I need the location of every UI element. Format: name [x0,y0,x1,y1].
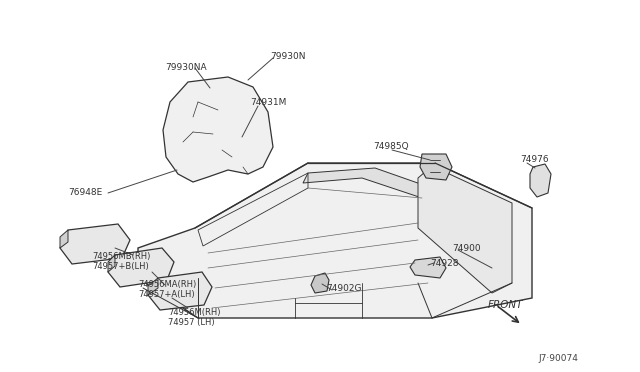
Text: 74928: 74928 [430,259,458,268]
Text: 74985Q: 74985Q [373,142,408,151]
Text: 74976: 74976 [520,155,548,164]
Polygon shape [148,278,158,295]
Text: 74900: 74900 [452,244,481,253]
Polygon shape [420,154,452,180]
Text: 74956M(RH)
74957 (LH): 74956M(RH) 74957 (LH) [168,308,221,327]
Polygon shape [311,273,329,293]
Polygon shape [303,168,432,198]
Polygon shape [148,272,212,310]
Polygon shape [138,163,532,318]
Polygon shape [60,230,68,248]
Polygon shape [163,77,273,182]
Text: FRONT: FRONT [488,300,524,310]
Polygon shape [108,255,115,272]
Text: 74956MA(RH)
74957+A(LH): 74956MA(RH) 74957+A(LH) [138,280,196,299]
Text: 76948E: 76948E [68,188,102,197]
Text: 74956MB(RH)
74957+B(LH): 74956MB(RH) 74957+B(LH) [92,252,150,272]
Polygon shape [410,257,446,278]
Polygon shape [60,224,130,264]
Text: 79930N: 79930N [270,52,305,61]
Polygon shape [530,164,551,197]
Polygon shape [108,248,174,287]
Text: 79930NA: 79930NA [165,63,207,72]
Text: J7·90074: J7·90074 [538,354,578,363]
Text: 74931M: 74931M [250,98,286,107]
Text: 74902G: 74902G [326,284,362,293]
Polygon shape [418,166,512,293]
